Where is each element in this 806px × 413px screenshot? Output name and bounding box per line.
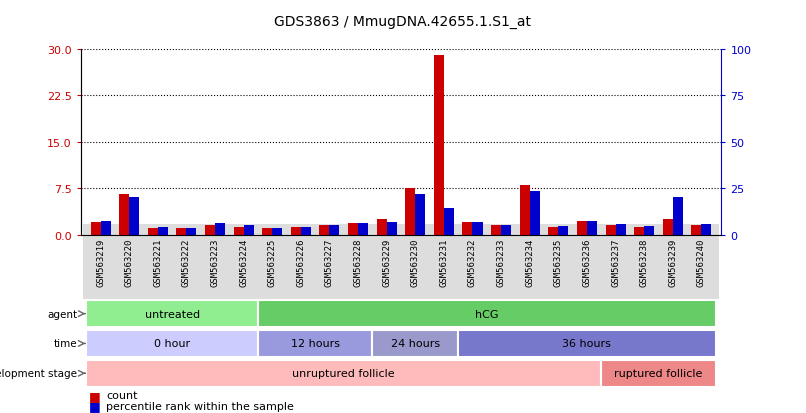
Bar (577, 221, 587, 235)
Bar (86, 330, 258, 357)
Bar (644, 227, 654, 235)
Bar (663, 220, 673, 235)
Bar (147, 229, 158, 235)
Text: hCG: hCG (475, 309, 499, 319)
Bar (673, 198, 683, 235)
Bar (258, 330, 372, 357)
Bar (101, 221, 110, 235)
Bar (415, 194, 426, 235)
Bar (692, 226, 701, 235)
Bar (119, 195, 129, 235)
Bar (158, 228, 168, 235)
Bar (376, 220, 387, 235)
Text: count: count (106, 390, 138, 400)
Bar (530, 191, 540, 235)
Bar (272, 228, 282, 235)
Bar (405, 189, 415, 235)
Bar (186, 228, 197, 235)
Bar (330, 226, 339, 235)
Bar (701, 225, 712, 235)
Text: untreated: untreated (144, 309, 200, 319)
Text: 12 hours: 12 hours (291, 339, 339, 349)
Bar (605, 226, 616, 235)
Bar (358, 224, 368, 235)
Bar (587, 221, 597, 235)
Bar (301, 228, 311, 235)
Bar (86, 360, 601, 387)
Bar (616, 225, 625, 235)
Text: agent: agent (48, 309, 77, 319)
Bar (129, 198, 139, 235)
Bar (291, 228, 301, 235)
Text: GDS3863 / MmugDNA.42655.1.S1_at: GDS3863 / MmugDNA.42655.1.S1_at (275, 15, 531, 29)
Bar (177, 229, 186, 235)
Bar (215, 224, 225, 235)
Text: 36 hours: 36 hours (563, 339, 612, 349)
Bar (90, 223, 101, 235)
Bar (501, 226, 511, 235)
Bar (458, 330, 716, 357)
Text: percentile rank within the sample: percentile rank within the sample (106, 401, 294, 411)
Bar (319, 226, 330, 235)
Bar (444, 208, 454, 235)
Text: ruptured follicle: ruptured follicle (614, 368, 703, 378)
Bar (491, 226, 501, 235)
Bar (372, 330, 458, 357)
Text: 0 hour: 0 hour (154, 339, 190, 349)
Bar (472, 223, 483, 235)
Text: time: time (54, 339, 77, 349)
Bar (234, 228, 243, 235)
Bar (634, 228, 644, 235)
Bar (243, 226, 254, 235)
Bar (262, 229, 272, 235)
Bar (548, 228, 559, 235)
Text: unruptured follicle: unruptured follicle (293, 368, 395, 378)
Text: 24 hours: 24 hours (391, 339, 440, 349)
Bar (348, 224, 358, 235)
Text: development stage: development stage (0, 368, 77, 378)
Text: ■: ■ (89, 399, 101, 413)
Bar (434, 56, 444, 235)
Text: ■: ■ (89, 389, 101, 402)
Bar (601, 360, 716, 387)
Bar (463, 223, 472, 235)
Bar (205, 226, 215, 235)
Bar (86, 301, 258, 327)
Bar (258, 301, 716, 327)
Bar (387, 222, 397, 235)
Bar (520, 185, 530, 235)
Bar (559, 227, 568, 235)
